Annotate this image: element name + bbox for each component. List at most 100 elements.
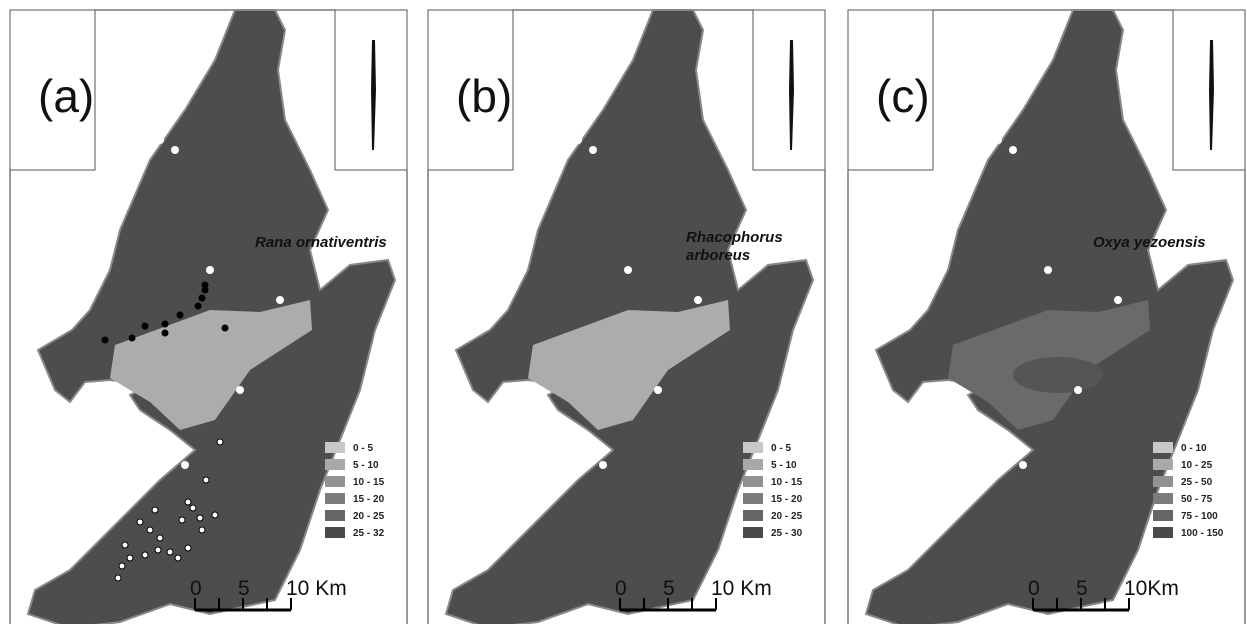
presence-dot [222,325,229,332]
presence-dot [102,337,109,344]
scale-label: 5 [238,577,250,600]
lake [654,386,662,394]
survey-dot [199,527,205,533]
survey-dot [157,535,163,541]
survey-dot [127,555,133,561]
lake [624,266,632,274]
species-name: Rana ornativentris [255,234,387,251]
lake [126,46,134,54]
scale-label: 0 [1028,577,1040,600]
presence-dot [177,312,184,319]
legend-label: 5 - 10 [771,460,797,471]
survey-dot [212,512,218,518]
survey-dot [152,507,158,513]
species-name: arboreus [686,247,750,264]
legend-label: 50 - 75 [1181,494,1213,505]
survey-dot [142,552,148,558]
legend-swatch [1153,476,1173,487]
legend-swatch [743,493,763,504]
survey-dot [115,575,121,581]
legend-label: 0 - 5 [771,443,791,454]
legend-swatch [1153,459,1173,470]
species-name: Oxya yezoensis [1093,234,1206,251]
scale-label: 10 Km [286,577,347,600]
legend-swatch [743,442,763,453]
scale-label: 5 [1076,577,1088,600]
legend-swatch [325,459,345,470]
panel-label: (c) [876,70,930,122]
lake [181,461,189,469]
legend-label: 20 - 25 [353,511,385,522]
legend-swatch [325,493,345,504]
lake [171,146,179,154]
legend-swatch [325,527,345,538]
presence-dot [199,295,206,302]
survey-dot [203,477,209,483]
lake [574,136,582,144]
legend-swatch [1153,510,1173,521]
lake [156,136,164,144]
panel-label: (a) [38,70,94,122]
legend-label: 75 - 100 [1181,511,1218,522]
lake [1044,266,1052,274]
lake [589,146,597,154]
figure: (a) Rana ornativentris 0 - 5 5 - 10 10 - 15 1… [0,0,1247,624]
scale-label: 10 Km [711,577,772,600]
legend-label: 0 - 5 [353,443,373,454]
survey-dot [147,527,153,533]
legend-swatch [1153,442,1173,453]
lake [544,46,552,54]
scale-label: 5 [663,577,675,600]
lake [1074,386,1082,394]
survey-dot [137,519,143,525]
survey-dot [122,542,128,548]
lake [276,296,284,304]
legend-label: 25 - 30 [771,528,803,539]
presence-dot [195,303,202,310]
survey-dot [185,499,191,505]
legend-label: 10 - 25 [1181,460,1213,471]
legend-label: 25 - 32 [353,528,385,539]
survey-dot [217,439,223,445]
survey-dot [119,563,125,569]
legend-label: 15 - 20 [353,494,385,505]
legend-label: 10 - 15 [771,477,803,488]
scale-label: 10Km [1124,577,1179,600]
lake [964,46,972,54]
legend-label: 5 - 10 [353,460,379,471]
legend-label: 0 - 10 [1181,443,1207,454]
survey-dot [185,545,191,551]
lake [1009,146,1017,154]
map-panel: (a) Rana ornativentris 0 - 5 5 - 10 10 - 15 1… [10,10,407,624]
survey-dot [190,505,196,511]
lake [599,461,607,469]
habitat-core [1013,357,1103,393]
lake [694,296,702,304]
presence-dot [202,282,209,289]
lake [236,386,244,394]
legend-label: 100 - 150 [1181,528,1224,539]
legend-label: 10 - 15 [353,477,385,488]
lake [1114,296,1122,304]
legend-swatch [743,510,763,521]
lake [206,266,214,274]
lake [1019,461,1027,469]
survey-dot [179,517,185,523]
species-name: Rhacophorus [686,229,783,246]
legend-swatch [743,527,763,538]
presence-dot [162,330,169,337]
legend-swatch [325,442,345,453]
survey-dot [155,547,161,553]
legend-swatch [1153,493,1173,504]
legend-swatch [325,476,345,487]
legend-label: 20 - 25 [771,511,803,522]
survey-dot [167,549,173,555]
legend-swatch [743,459,763,470]
scale-label: 0 [190,577,202,600]
panel-label: (b) [456,70,512,122]
presence-dot [142,323,149,330]
legend-swatch [325,510,345,521]
presence-dot [162,321,169,328]
